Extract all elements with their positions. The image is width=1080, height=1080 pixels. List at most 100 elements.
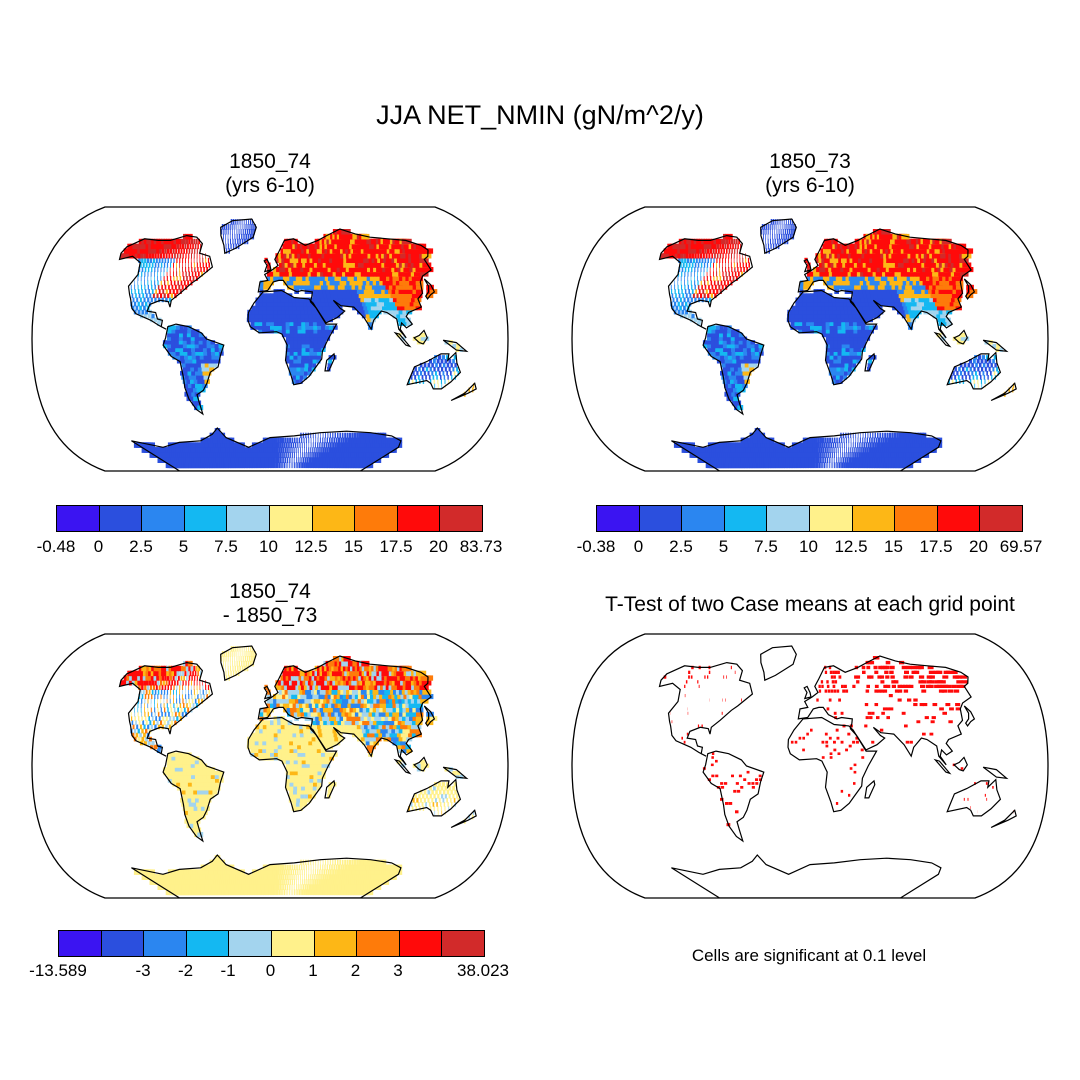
grid-cell (875, 452, 879, 458)
grid-cell (200, 267, 202, 273)
grid-cell (302, 262, 307, 268)
grid-cell (308, 248, 314, 254)
grid-cell (316, 457, 320, 463)
grid-cell (908, 284, 915, 290)
grid-cell (289, 253, 294, 259)
grid-cell (921, 289, 928, 294)
grid-cell (349, 437, 352, 444)
grid-cell (328, 325, 334, 330)
grid-cell (813, 321, 819, 326)
grid-cell (272, 437, 276, 444)
grid-cell (671, 248, 676, 254)
grid-cell (703, 276, 705, 281)
grid-cell (671, 305, 675, 311)
grid-cell (884, 447, 888, 453)
grid-cell (829, 366, 834, 372)
grid-cell (258, 321, 263, 326)
grid-cell (803, 462, 806, 469)
grid-cell (694, 284, 696, 290)
grid-cell (810, 276, 814, 281)
grid-cell (907, 437, 912, 444)
grid-cell (691, 289, 694, 294)
grid-cell (170, 336, 176, 341)
grid-cell (677, 253, 681, 259)
grid-cell (281, 301, 286, 307)
grid-cell (719, 257, 721, 263)
grid-cell (707, 351, 713, 356)
grid-cell (437, 366, 440, 372)
grid-cell (915, 284, 922, 290)
grid-cell (813, 301, 819, 307)
grid-cell (372, 432, 377, 439)
grid-cell (794, 325, 799, 330)
grid-cell (293, 336, 299, 341)
grid-cell (826, 276, 831, 281)
grid-cell (330, 309, 336, 315)
grid-cell (831, 267, 836, 273)
grid-cell (893, 297, 899, 303)
grid-cell (853, 336, 859, 341)
grid-cell (187, 391, 194, 397)
grid-cell (234, 219, 236, 225)
grid-cell (844, 317, 850, 323)
grid-cell (855, 437, 857, 444)
grid-cell (722, 343, 728, 349)
grid-cell (247, 452, 252, 458)
grid-cell (829, 359, 834, 364)
grid-cell (723, 276, 725, 281)
grid-cell (829, 351, 835, 356)
grid-cell (273, 317, 279, 323)
grid-cell (767, 238, 769, 245)
grid-cell (144, 267, 147, 273)
grid-cell (172, 248, 175, 254)
grid-cell (335, 452, 339, 458)
grid-cell (183, 276, 185, 281)
grid-cell (264, 457, 268, 463)
grid-cell (719, 271, 721, 277)
grid-cell (345, 297, 352, 303)
grid-cell (211, 355, 217, 360)
grid-cell (858, 305, 864, 311)
grid-cell (412, 370, 415, 376)
grid-cell (858, 276, 864, 281)
grid-cell (839, 305, 845, 311)
grid-cell (292, 276, 298, 281)
grid-cell (823, 248, 827, 254)
grid-cell (138, 293, 141, 299)
grid-cell (874, 442, 877, 448)
grid-cell (728, 267, 730, 273)
grid-cell (151, 289, 154, 294)
grid-cell (324, 325, 330, 330)
grid-cell (700, 262, 703, 268)
grid-cell (825, 340, 831, 345)
grid-cell (262, 321, 267, 326)
grid-cell (309, 351, 314, 356)
grid-cell (838, 462, 841, 469)
grid-cell (745, 366, 751, 372)
grid-cell (739, 253, 741, 259)
grid-cell (862, 289, 868, 294)
grid-cell (893, 276, 900, 281)
grid-cell (736, 257, 738, 263)
grid-cell (267, 447, 271, 453)
grid-cell (303, 301, 308, 307)
grid-cell (332, 432, 334, 439)
grid-cell (727, 347, 732, 352)
grid-cell (870, 267, 877, 273)
grid-cell (689, 293, 692, 299)
grid-cell (179, 267, 180, 273)
grid-cell (876, 289, 882, 294)
grid-cell (183, 370, 190, 376)
grid-cell (927, 301, 934, 307)
grid-cell (290, 284, 295, 290)
grid-cell (200, 379, 207, 384)
grid-cell (675, 305, 679, 311)
grid-cell (714, 343, 720, 349)
grid-cell (334, 432, 336, 439)
grid-cell (972, 359, 976, 364)
grid-cell (344, 442, 348, 448)
grid-cell (798, 442, 803, 448)
grid-cell (758, 343, 764, 349)
grid-cell (731, 248, 733, 254)
grid-cell (831, 379, 836, 384)
